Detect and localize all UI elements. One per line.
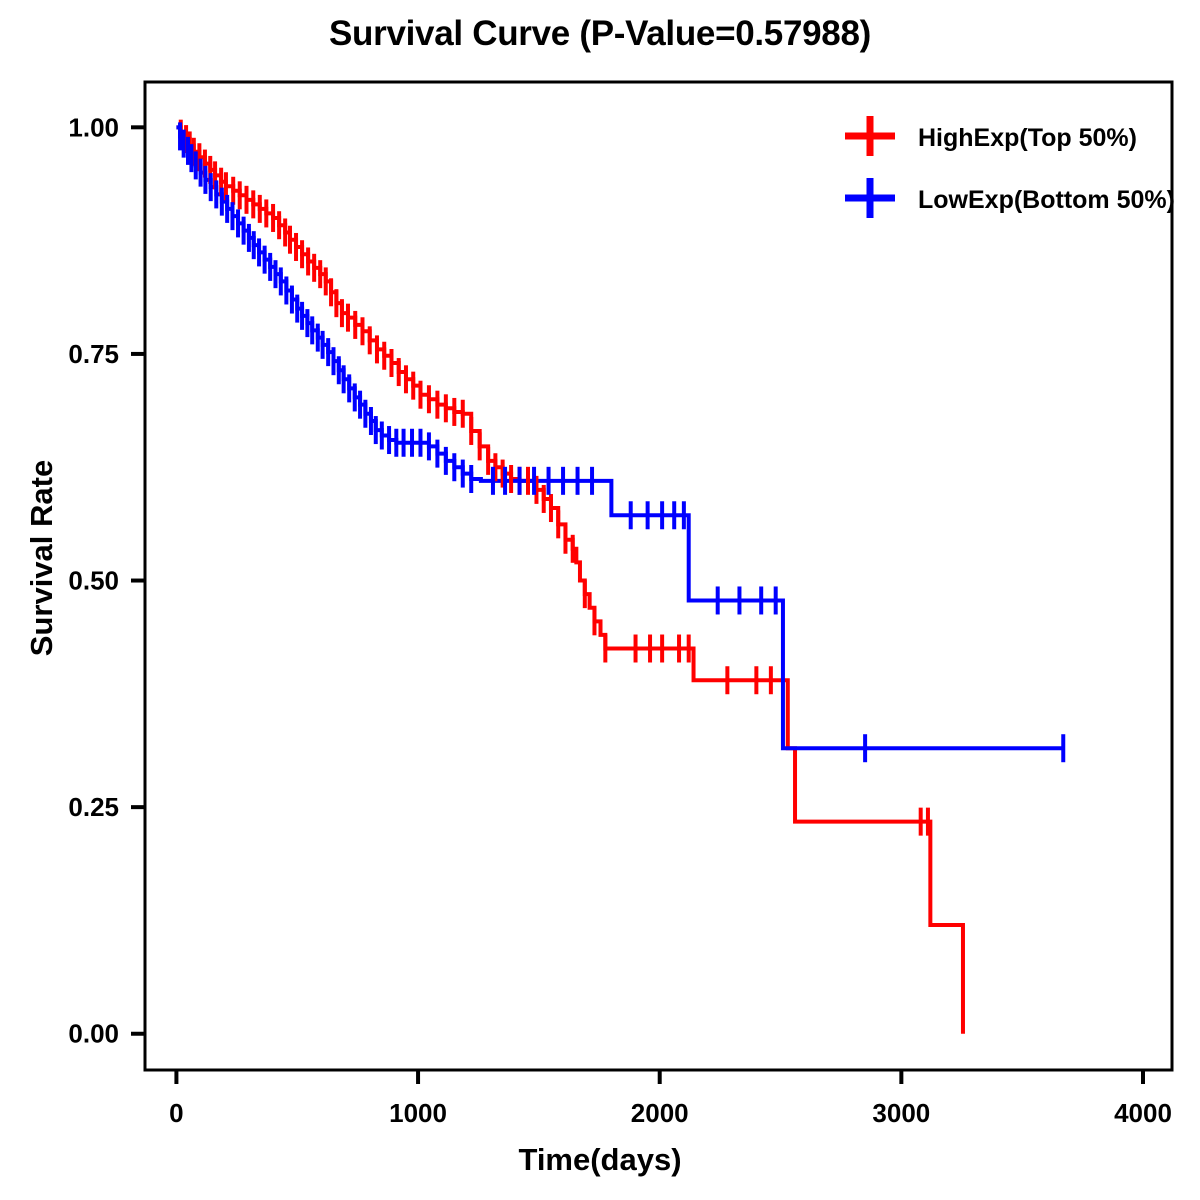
legend-label: HighExp(Top 50%) (918, 124, 1137, 152)
y-tick-label: 0.00 (68, 1019, 119, 1049)
x-tick-label: 1000 (389, 1098, 447, 1128)
censor-marks (178, 119, 1066, 836)
x-axis-label: Time(days) (518, 1142, 682, 1177)
chart-legend: HighExp(Top 50%) LowExp(Bottom 50%) (845, 116, 1175, 218)
x-axis-ticks: 0 1000 2000 3000 4000 (169, 1070, 1172, 1128)
y-tick-label: 0.75 (68, 339, 119, 369)
y-axis-ticks: 0.00 0.25 0.50 0.75 1.00 (68, 112, 145, 1049)
x-tick-label: 0 (169, 1098, 183, 1128)
y-tick-label: 0.50 (68, 566, 119, 596)
x-tick-label: 2000 (631, 1098, 689, 1128)
plot-frame (143, 80, 1174, 1072)
y-tick-label: 1.00 (68, 112, 119, 142)
page-title: Survival Curve (P-Value=0.57988) (329, 14, 871, 53)
series-line-high-exp (176, 125, 965, 1034)
x-tick-label: 4000 (1114, 1098, 1172, 1128)
series-line-low-exp (176, 125, 1064, 751)
legend-label: LowExp(Bottom 50%) (918, 186, 1175, 214)
x-tick-label: 3000 (872, 1098, 930, 1128)
y-tick-label: 0.25 (68, 792, 119, 822)
